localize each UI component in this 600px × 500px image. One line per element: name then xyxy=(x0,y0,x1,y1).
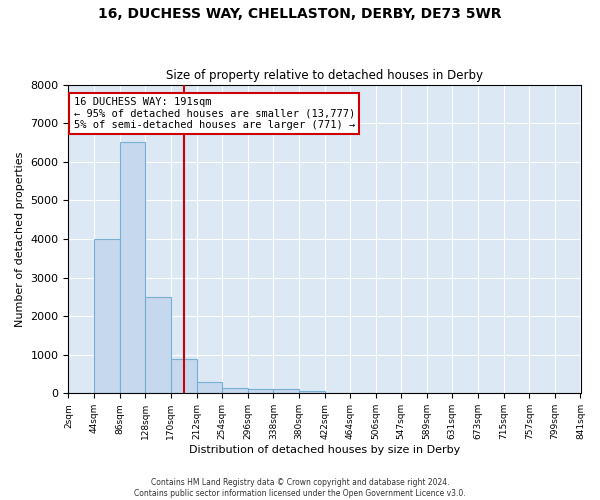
Bar xyxy=(145,297,171,394)
Bar xyxy=(222,388,248,394)
Bar xyxy=(94,239,119,394)
Title: Size of property relative to detached houses in Derby: Size of property relative to detached ho… xyxy=(166,69,483,82)
Bar xyxy=(119,142,145,394)
Bar xyxy=(248,390,274,394)
Text: 16, DUCHESS WAY, CHELLASTON, DERBY, DE73 5WR: 16, DUCHESS WAY, CHELLASTON, DERBY, DE73… xyxy=(98,8,502,22)
Bar xyxy=(197,382,222,394)
Y-axis label: Number of detached properties: Number of detached properties xyxy=(15,152,25,326)
X-axis label: Distribution of detached houses by size in Derby: Distribution of detached houses by size … xyxy=(189,445,460,455)
Bar xyxy=(171,358,197,394)
Bar xyxy=(274,390,299,394)
Text: 16 DUCHESS WAY: 191sqm
← 95% of detached houses are smaller (13,777)
5% of semi-: 16 DUCHESS WAY: 191sqm ← 95% of detached… xyxy=(74,97,355,130)
Text: Contains HM Land Registry data © Crown copyright and database right 2024.
Contai: Contains HM Land Registry data © Crown c… xyxy=(134,478,466,498)
Bar xyxy=(299,392,325,394)
